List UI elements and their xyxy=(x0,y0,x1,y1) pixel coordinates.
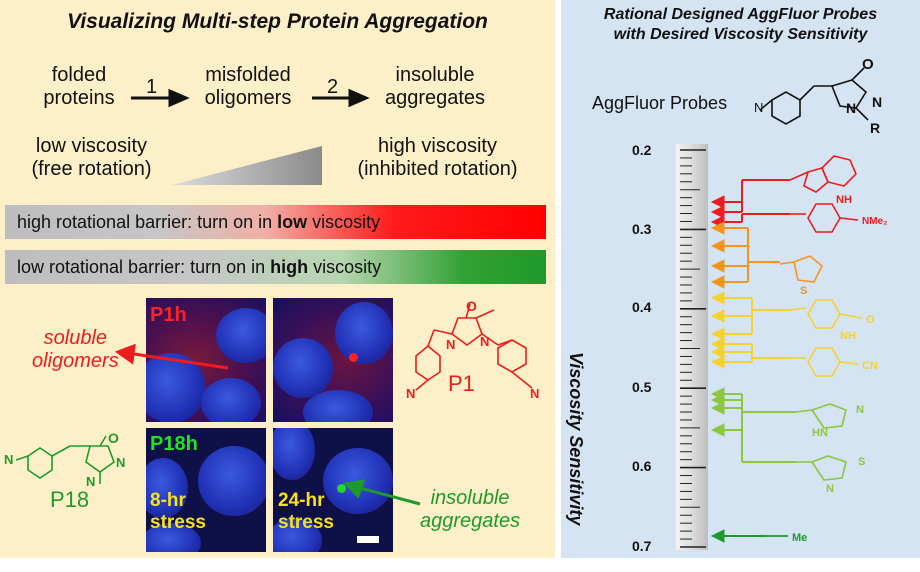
p1-atom-n4: N xyxy=(530,386,540,401)
sub-indole-nh: NH xyxy=(836,194,852,206)
insoluble-aggregates-label: insoluble aggregates xyxy=(420,487,521,532)
tick-label-0.2: 0.2 xyxy=(632,142,652,158)
probe-arrow-8 xyxy=(710,529,766,543)
reaction-arrow-1 xyxy=(131,88,190,108)
tick-label-0.5: 0.5 xyxy=(632,379,652,395)
reaction-arrow-2 xyxy=(312,88,370,108)
probe-atom-n2: N xyxy=(872,94,883,110)
sub-thiazole-s: S xyxy=(858,456,866,468)
p1-atom-n2: N xyxy=(446,337,456,352)
img-label-8hr-stress: 8-hr stress xyxy=(150,490,206,533)
img-label-p18h: P18h xyxy=(150,433,198,455)
probe-arrow-4 xyxy=(710,291,790,341)
low-viscosity-label: low viscosity (free rotation) xyxy=(31,135,152,180)
p18-structure xyxy=(15,435,115,484)
tick-label-0.6: 0.6 xyxy=(632,458,652,474)
soluble-oligomers-arrow xyxy=(114,343,229,370)
sub-pyridone-o: O xyxy=(866,314,875,326)
substituent-indole xyxy=(789,155,857,193)
substituent-thiophene xyxy=(779,255,823,283)
substituent-cyanophenyl xyxy=(790,347,859,377)
probe-atom-o: O xyxy=(862,56,874,73)
sub-nme2: NMe₂ xyxy=(862,216,888,227)
tick-label-0.7: 0.7 xyxy=(632,538,652,554)
sub-pyridone-nh: NH xyxy=(840,330,856,342)
p18-label: P18 xyxy=(50,487,90,512)
high-viscosity-label: high viscosity (inhibited rotation) xyxy=(357,135,518,180)
right-panel xyxy=(561,0,920,558)
scale-bar xyxy=(357,536,379,543)
p1-structure xyxy=(415,303,533,391)
diagram-graphics xyxy=(15,67,869,550)
left-title: Visualizing Multi-step Protein Aggregati… xyxy=(67,10,488,33)
probe-arrow-7 xyxy=(710,401,796,463)
stage-misfolded-oligomers: misfolded oligomers xyxy=(204,64,292,109)
sub-imidazole-hn: HN xyxy=(812,427,828,439)
right-title-line2: with Desired Viscosity Sensitivity xyxy=(613,26,868,43)
p1-atom-o: O xyxy=(466,298,477,314)
sub-cn: CN xyxy=(862,360,878,372)
insoluble-aggregates-arrow xyxy=(342,479,421,506)
viscosity-wedge xyxy=(172,146,322,185)
probe-atom-r: R xyxy=(870,120,881,136)
substituent-pyridone xyxy=(789,299,863,329)
micrograph-p1h-24hr xyxy=(273,298,393,422)
p18-atom-n1: N xyxy=(116,455,126,470)
soluble-oligomers-label: soluble oligomers xyxy=(32,327,119,372)
probe-arrow-2 xyxy=(710,213,790,229)
img-label-p1h: P1h xyxy=(150,304,187,326)
p1-label: P1 xyxy=(448,371,475,396)
aggfluor-probes-label: AggFluor Probes xyxy=(592,93,728,113)
viscosity-scale-bar xyxy=(676,144,708,550)
probe-arrow-1 xyxy=(710,179,790,219)
img-label-24hr-stress: 24-hr stress xyxy=(278,490,334,533)
low-barrier-bar: low rotational barrier: turn on in high … xyxy=(5,250,546,284)
p1-atom-n3: N xyxy=(406,386,416,401)
probe-atom-n1: N xyxy=(754,100,764,115)
tick-label-0.4: 0.4 xyxy=(632,299,652,315)
probe-arrows xyxy=(710,179,796,543)
probe-arrow-3 xyxy=(710,221,780,289)
stage-folded-proteins: folded proteins xyxy=(43,64,115,109)
sub-me: Me xyxy=(792,532,808,544)
sub-imidazole-n: N xyxy=(856,404,864,416)
sub-thiophene-s: S xyxy=(800,285,808,297)
p18-atom-n3: N xyxy=(4,452,14,467)
p1-atom-n1: N xyxy=(480,334,490,349)
sub-thiazole-n: N xyxy=(826,483,834,495)
substituent-dimethylaminophenyl xyxy=(790,203,859,233)
micrograph-p18h-8hr xyxy=(146,428,266,552)
probe-arrow-5 xyxy=(710,337,790,369)
step-1-label: 1 xyxy=(146,76,158,98)
step-2-label: 2 xyxy=(327,76,339,98)
high-barrier-bar: high rotational barrier: turn on in low … xyxy=(5,205,546,239)
micrograph-p1h-8hr xyxy=(146,298,266,422)
p18-atom-n2: N xyxy=(86,474,96,489)
p18-atom-o: O xyxy=(108,430,119,446)
stage-insoluble-aggregates: insoluble aggregates xyxy=(384,64,486,109)
viscosity-scale-ticks xyxy=(680,149,706,548)
right-title-line1: Rational Designed AggFluor Probes xyxy=(603,6,878,23)
tick-label-0.3: 0.3 xyxy=(632,221,652,237)
substituent-thiazole xyxy=(796,455,847,481)
aggfluor-core-structure xyxy=(759,67,869,125)
substituent-imidazole xyxy=(795,403,847,429)
